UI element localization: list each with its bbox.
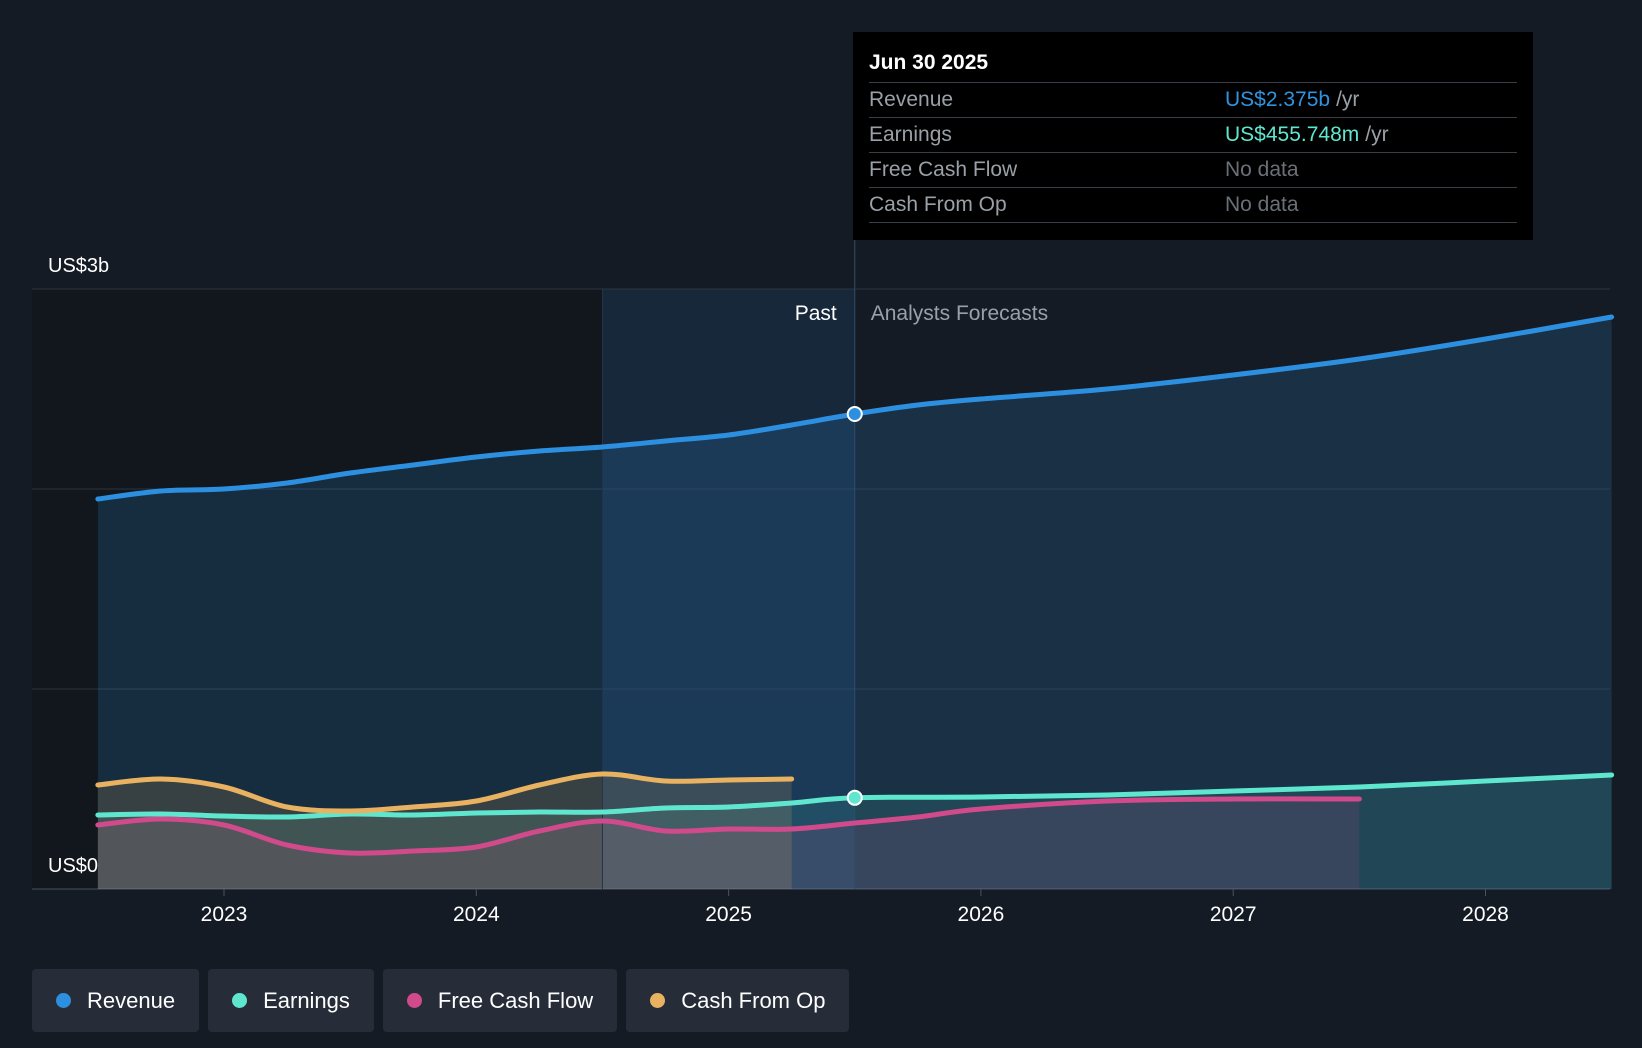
series-line-free-cash-flow[interactable] — [95, 796, 1362, 856]
marker-revenue[interactable] — [846, 406, 863, 422]
series-area-cash-from-op — [97, 773, 792, 889]
tooltip-label: Free Cash Flow — [869, 158, 1018, 181]
x-tick-label: 2027 — [1210, 903, 1257, 926]
tooltip-row-cfo: Cash From Op No data — [869, 188, 1517, 223]
x-tick-label: 2026 — [958, 903, 1005, 926]
legend-label: Cash From Op — [681, 987, 826, 1013]
series-line-revenue[interactable] — [95, 314, 1615, 502]
series-line-cash-from-op[interactable] — [95, 771, 795, 814]
tooltip-value: No data — [1225, 193, 1299, 216]
tooltip-date: Jun 30 2025 — [869, 46, 1517, 83]
legend: Revenue Earnings Free Cash Flow Cash Fro… — [32, 969, 850, 1032]
x-tick-label: 2025 — [705, 903, 752, 926]
forecast-label: Analysts Forecasts — [871, 302, 1048, 325]
series-area-free-cash-flow — [97, 798, 1360, 889]
x-axis-ticks: 2023 2024 2025 2026 2027 2028 — [201, 889, 1509, 926]
hover-markers[interactable] — [846, 406, 863, 806]
legend-label: Free Cash Flow — [437, 987, 594, 1013]
tooltip-unit: /yr — [1336, 88, 1360, 111]
tooltip-label: Earnings — [869, 123, 952, 146]
x-tick-label: 2023 — [201, 903, 248, 926]
legend-label: Earnings — [263, 987, 350, 1013]
legend-label: Revenue — [87, 987, 176, 1013]
tooltip-row-earnings: Earnings US$455.748m /yr — [869, 118, 1517, 153]
tooltip-value: US$455.748m — [1225, 123, 1360, 146]
tooltip-row-fcf: Free Cash Flow No data — [869, 153, 1517, 188]
past-shade — [32, 289, 603, 889]
legend-item-earnings[interactable]: Earnings — [208, 969, 374, 1032]
legend-dot-icon — [650, 993, 666, 1008]
x-tick-label: 2024 — [453, 903, 500, 926]
tooltip-value: No data — [1225, 158, 1299, 181]
marker-earnings[interactable] — [846, 789, 863, 806]
legend-dot-icon — [232, 993, 248, 1008]
past-label: Past — [795, 302, 837, 325]
tooltip-label: Revenue — [869, 88, 954, 111]
y-axis-label-bottom: US$0 — [48, 855, 98, 877]
series-line-earnings[interactable] — [95, 772, 1615, 820]
past-highlight — [602, 289, 855, 889]
tooltip-label: Cash From Op — [869, 193, 1007, 216]
series-lines — [95, 314, 1615, 856]
legend-item-revenue[interactable]: Revenue — [32, 969, 200, 1032]
legend-item-cash-from-op[interactable]: Cash From Op — [626, 969, 850, 1032]
gridlines — [32, 288, 1610, 890]
legend-dot-icon — [56, 993, 71, 1008]
legend-item-free-cash-flow[interactable]: Free Cash Flow — [382, 969, 618, 1032]
tooltip-row-revenue: Revenue US$2.375b /yr — [869, 83, 1517, 118]
legend-dot-icon — [406, 993, 422, 1008]
y-axis-label-top: US$3b — [48, 255, 109, 277]
tooltip-value: US$2.375b — [1225, 88, 1331, 111]
tooltip-unit: /yr — [1365, 123, 1389, 146]
x-tick-label: 2028 — [1462, 903, 1509, 926]
tooltip: Jun 30 2025 Revenue US$2.375b /yr Earnin… — [853, 32, 1533, 240]
